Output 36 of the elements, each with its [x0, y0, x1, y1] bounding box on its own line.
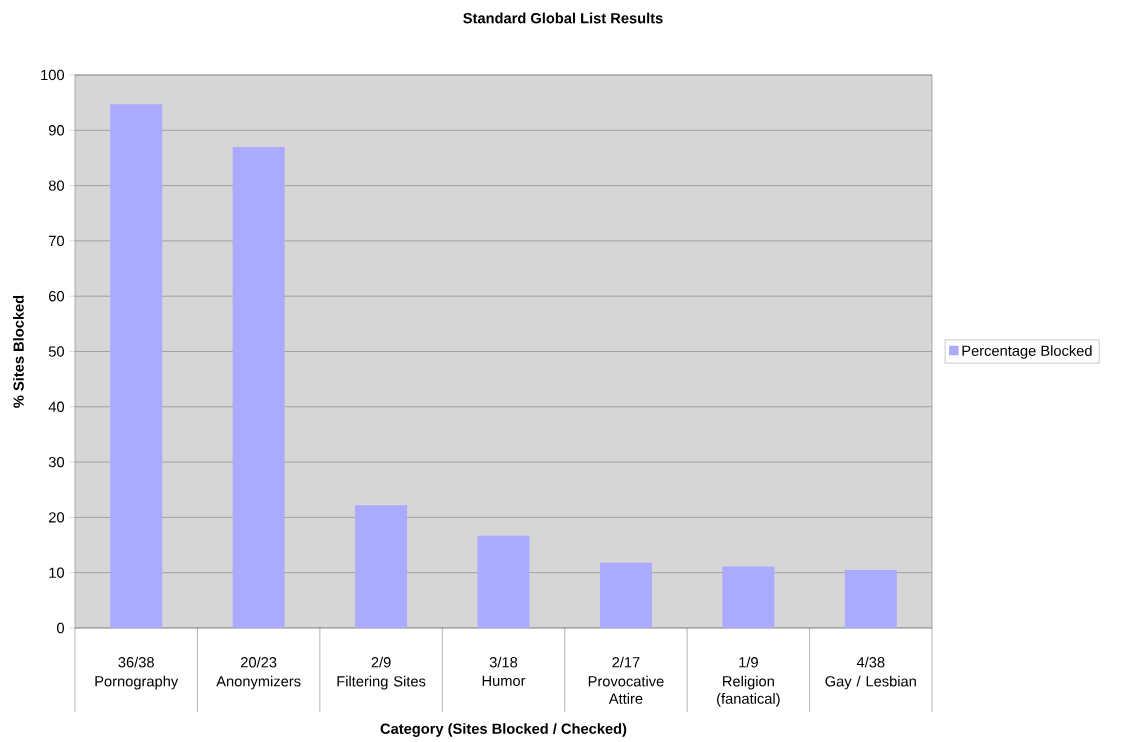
- x-tick-label: Religion (fanatical): [717, 675, 780, 707]
- y-tick-label: 100: [41, 69, 65, 81]
- text: 36/38: [118, 656, 154, 668]
- text: 2/9: [371, 656, 391, 668]
- bar: [477, 535, 530, 628]
- x-tick-label: Provocative Attire: [588, 675, 664, 704]
- x-tick-label: Anonymizers: [216, 675, 301, 690]
- x-tick-label: Gay / Lesbian: [825, 675, 916, 690]
- x-tick-label: Filtering Sites: [337, 675, 426, 690]
- chart-title: Standard Global List Results: [463, 12, 663, 24]
- y-tick-label: 80: [48, 180, 65, 191]
- bar: [110, 104, 163, 628]
- bar: [722, 566, 775, 628]
- y-tick-label: 90: [48, 125, 65, 136]
- y-tick-label: 60: [49, 291, 65, 302]
- text: 1/9: [739, 656, 758, 668]
- y-tick-label: 70: [49, 235, 65, 247]
- text: 4/38: [856, 656, 885, 668]
- text: 3/18: [489, 656, 518, 668]
- y-tick-label: 40: [48, 401, 65, 412]
- y-tick-label: 10: [49, 567, 65, 578]
- x-axis-title: Category (Sites Blocked / Checked): [380, 723, 627, 737]
- y-tick-label: 30: [48, 456, 65, 468]
- legend-label: Percentage Blocked: [962, 345, 1092, 359]
- y-axis-title: % Sites Blocked: [13, 295, 24, 408]
- y-tick-label: 20: [49, 512, 65, 523]
- bar: [232, 146, 285, 628]
- y-tick-label: 50: [48, 346, 65, 357]
- text: 2/17: [612, 656, 640, 668]
- x-tick-label: Pornography: [95, 675, 179, 690]
- x-tick-label: Humor: [482, 675, 526, 686]
- bar: [844, 569, 897, 628]
- y-tick-label: 0: [57, 622, 65, 634]
- bar: [355, 505, 408, 628]
- text: 20/23: [241, 656, 277, 668]
- bar: [599, 562, 652, 628]
